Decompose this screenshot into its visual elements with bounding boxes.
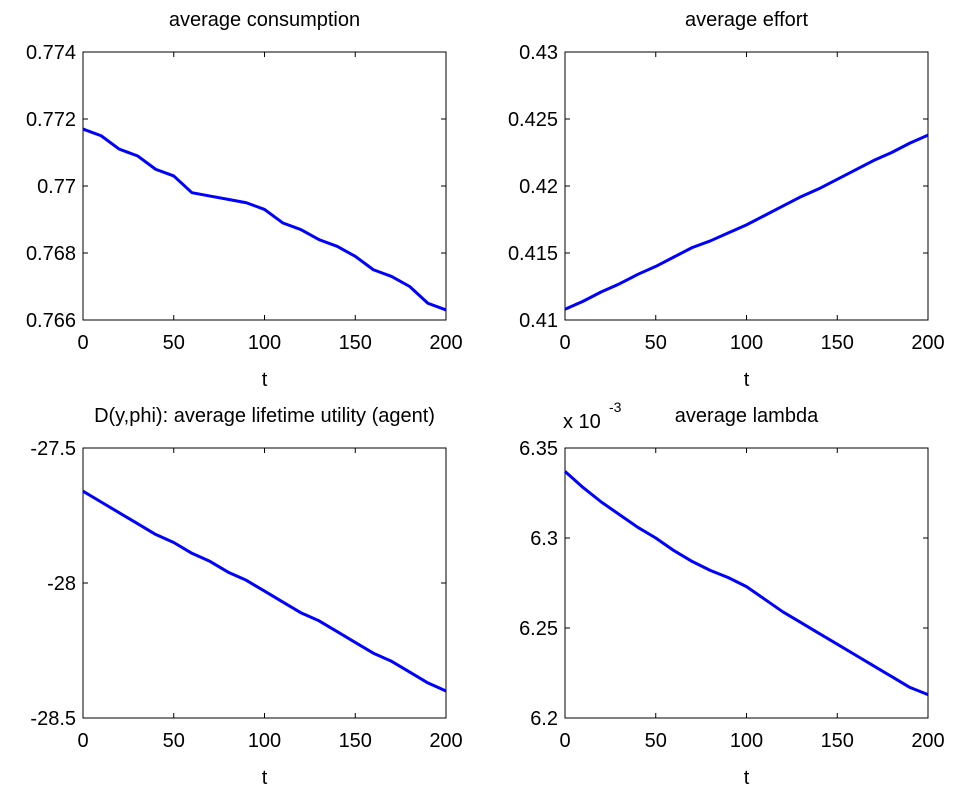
y-tick-label: 6.3: [530, 528, 558, 550]
x-tick-label: 50: [645, 332, 667, 354]
subplot: average lambda t x 10 -3 0 50 100 150 200 6.2 6.25…: [519, 399, 945, 789]
y-tick-label: 6.2: [530, 708, 558, 730]
y-tick-label: 0.768: [26, 243, 76, 265]
subplot-title: average lambda: [675, 405, 819, 427]
axes-box: [564, 447, 929, 719]
y-tick-label: 0.772: [26, 109, 76, 131]
x-tick-label: 100: [248, 730, 281, 752]
x-tick-label: 200: [429, 730, 462, 752]
subplot-title: average consumption: [169, 9, 360, 31]
subplot: average consumption t 0 50 100 150 200 0.766 0.7…: [26, 9, 463, 391]
x-tick-label: 50: [645, 730, 667, 752]
y-tick-label: 0.77: [37, 176, 76, 198]
subplot: D(y,phi): average lifetime utility (agen…: [30, 405, 462, 789]
subplot: average effort t 0 50 100 150 200 0.41 0.415 0.42…: [508, 9, 945, 391]
y-tick-label: -28: [47, 573, 76, 595]
x-tick-label: 0: [77, 332, 88, 354]
x-tick-label: 150: [339, 332, 372, 354]
y-tick-label: 0.43: [519, 42, 558, 64]
x-axis-label: t: [744, 767, 750, 789]
axes-box: [82, 447, 447, 719]
y-tick-label: -27.5: [30, 438, 76, 460]
x-tick-label: 200: [911, 332, 944, 354]
y-tick-label: 0.42: [519, 176, 558, 198]
x-tick-label: 50: [163, 332, 185, 354]
x-tick-label: 100: [730, 332, 763, 354]
y-tick-label: 0.425: [508, 109, 558, 131]
x-axis-label: t: [262, 767, 268, 789]
x-tick-label: 200: [911, 730, 944, 752]
axes-box: [82, 51, 447, 321]
x-tick-label: 150: [821, 332, 854, 354]
data-line: [82, 127, 447, 312]
y-tick-label: 0.766: [26, 310, 76, 332]
axes-box: [564, 51, 929, 321]
data-line: [82, 489, 447, 693]
y-tick-label: 6.35: [519, 438, 558, 460]
x-tick-label: 0: [77, 730, 88, 752]
x-tick-label: 150: [339, 730, 372, 752]
x-tick-label: 0: [559, 332, 570, 354]
x-tick-label: 150: [821, 730, 854, 752]
subplot-title: average effort: [685, 9, 808, 31]
y-tick-label: -28.5: [30, 708, 76, 730]
x-tick-label: 100: [248, 332, 281, 354]
data-line: [564, 133, 929, 311]
y-multiplier-exponent: -3: [609, 399, 622, 415]
x-axis-label: t: [744, 369, 750, 391]
data-line: [564, 470, 929, 696]
y-multiplier: x 10: [563, 411, 601, 433]
subplot-title: D(y,phi): average lifetime utility (agen…: [94, 405, 435, 427]
x-tick-label: 50: [163, 730, 185, 752]
y-tick-label: 0.41: [519, 310, 558, 332]
y-tick-label: 6.25: [519, 618, 558, 640]
y-tick-label: 0.774: [26, 42, 76, 64]
y-tick-label: 0.415: [508, 243, 558, 265]
x-tick-label: 200: [429, 332, 462, 354]
x-tick-label: 0: [559, 730, 570, 752]
x-tick-label: 100: [730, 730, 763, 752]
x-axis-label: t: [262, 369, 268, 391]
